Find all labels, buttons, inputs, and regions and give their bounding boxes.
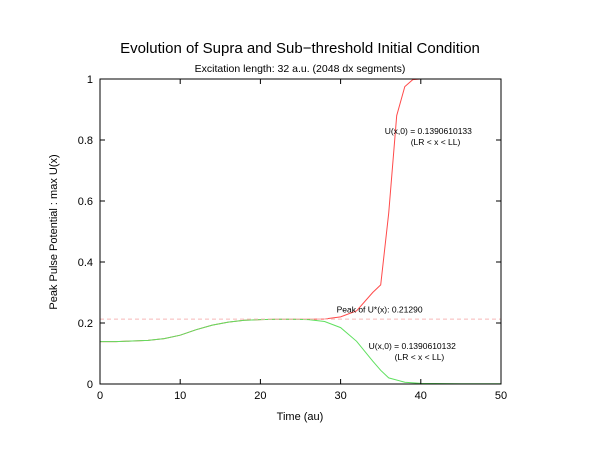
x-axis-label: Time (au): [277, 411, 324, 423]
x-tick-label: 40: [415, 390, 427, 402]
annotation-1-line-2: (LR < x < LL): [411, 137, 461, 147]
chart-subtitle: Excitation length: 32 a.u. (2048 dx segm…: [195, 63, 406, 75]
y-tick-label: 0.2: [78, 318, 93, 330]
annotation-3-line-1: U(x,0) = 0.1390610132: [369, 341, 456, 351]
chart-title: Evolution of Supra and Sub−threshold Ini…: [120, 40, 480, 57]
x-tick-label: 50: [495, 390, 507, 402]
annotation-2-line-1: Peak of U*(x): 0.21290: [337, 304, 423, 314]
x-tick-label: 30: [334, 390, 346, 402]
y-tick-label: 0.6: [78, 196, 93, 208]
x-tick-label: 10: [174, 390, 186, 402]
annotation-1-line-1: U(x,0) = 0.1390610133: [385, 126, 472, 136]
y-tick-label: 1: [87, 74, 93, 86]
y-tick-label: 0: [87, 379, 93, 391]
x-tick-label: 20: [254, 390, 266, 402]
series-line-1: [100, 78, 501, 343]
plot-area: 0 10 20 30 40 50 0 0.2 0.4 0.6 0.8 1 U(x,0) = 0.1390…: [78, 74, 507, 402]
plot-frame: [99, 78, 502, 385]
x-tick-label: 0: [97, 390, 103, 402]
y-tick-label: 0.8: [78, 135, 93, 147]
y-axis-label: Peak Pulse Potential : max U(x): [48, 154, 60, 309]
y-tick-label: 0.4: [78, 257, 93, 269]
annotation-3-line-2: (LR < x < LL): [395, 352, 445, 362]
